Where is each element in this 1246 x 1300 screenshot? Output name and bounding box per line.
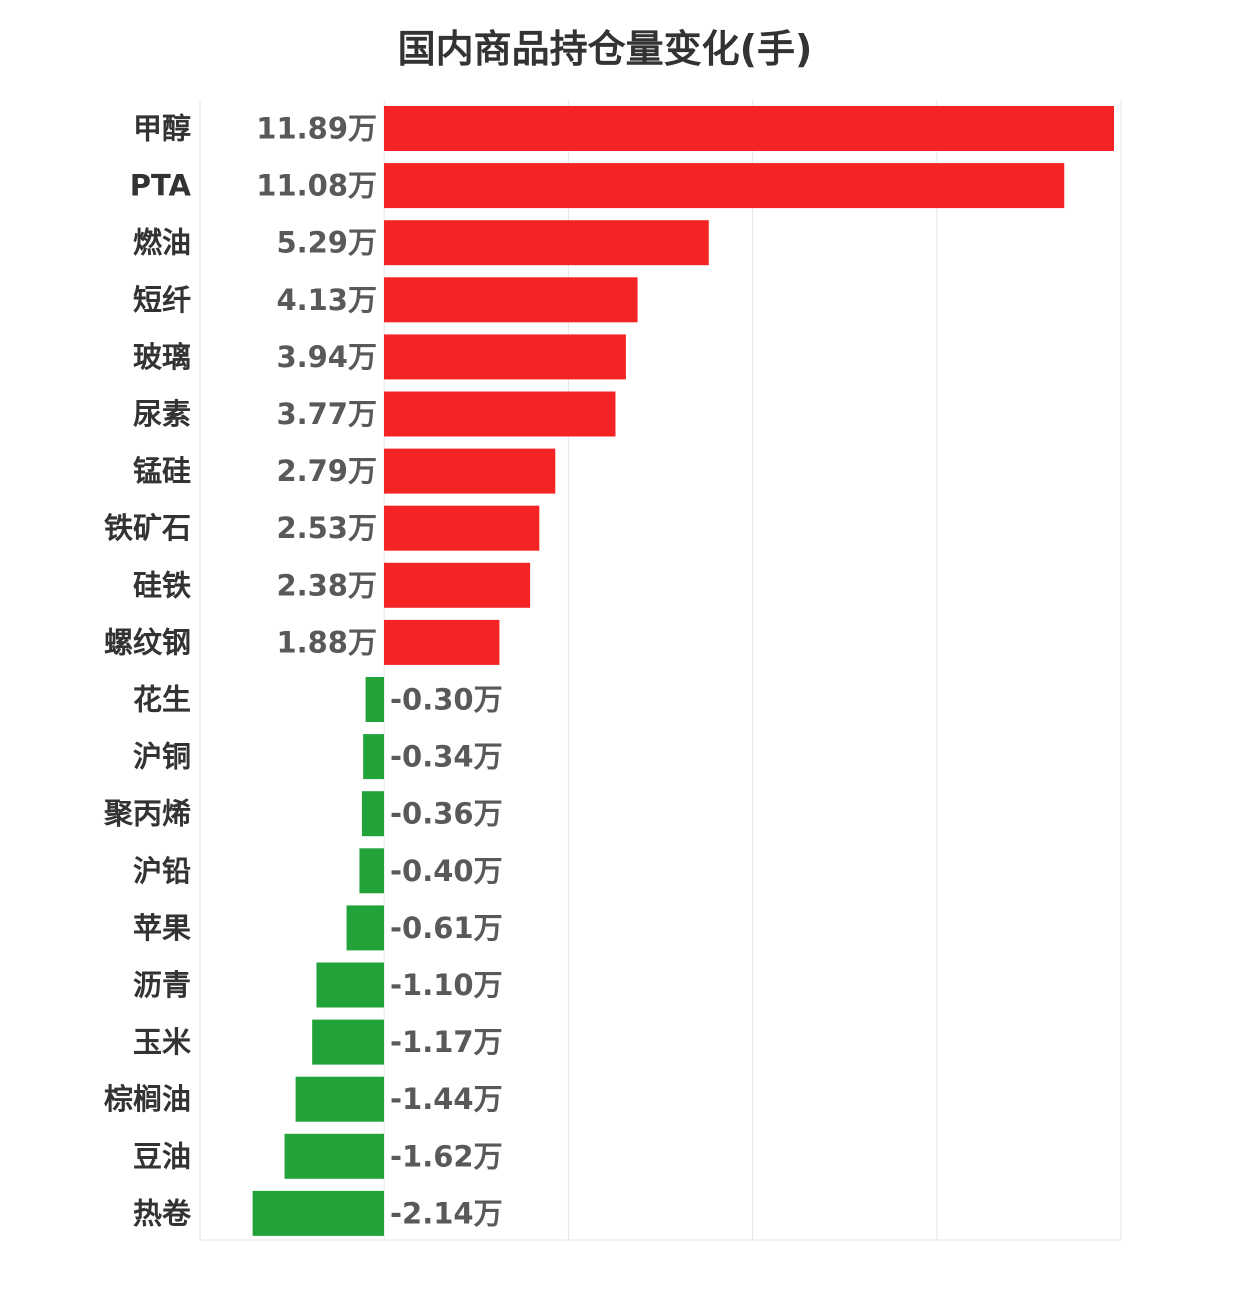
bar bbox=[384, 277, 638, 323]
bar bbox=[384, 505, 540, 551]
bar bbox=[252, 1190, 384, 1236]
bar bbox=[384, 619, 500, 665]
data-label: -1.44万 bbox=[390, 1082, 503, 1116]
bar bbox=[359, 848, 384, 894]
data-label: 2.79万 bbox=[276, 454, 377, 488]
bar bbox=[384, 448, 556, 494]
category-label: 玻璃 bbox=[133, 340, 191, 374]
category-label: 锰硅 bbox=[133, 454, 191, 488]
category-label: 花生 bbox=[133, 683, 191, 717]
data-label: -0.30万 bbox=[390, 683, 503, 717]
data-label: 3.94万 bbox=[276, 340, 377, 374]
bar bbox=[363, 734, 384, 780]
data-label: -2.14万 bbox=[390, 1196, 503, 1230]
category-label: 短纤 bbox=[133, 283, 191, 317]
data-label: -0.61万 bbox=[390, 911, 503, 945]
bar bbox=[384, 391, 616, 437]
bar bbox=[384, 562, 531, 608]
data-label: -1.10万 bbox=[390, 968, 503, 1002]
data-label: 1.88万 bbox=[276, 625, 377, 659]
category-label: 棕榈油 bbox=[104, 1082, 191, 1116]
bar bbox=[346, 905, 384, 951]
data-label: 2.53万 bbox=[276, 511, 377, 545]
category-label: 螺纹钢 bbox=[104, 625, 191, 659]
bar bbox=[384, 163, 1065, 209]
category-label: 沪铜 bbox=[133, 740, 191, 774]
category-label: 燃油 bbox=[133, 226, 191, 260]
data-label: 11.08万 bbox=[256, 169, 377, 203]
data-label: 5.29万 bbox=[276, 226, 377, 260]
category-label: 甲醇 bbox=[133, 112, 191, 146]
bar bbox=[361, 791, 384, 837]
bar bbox=[295, 1076, 384, 1122]
category-label: 沪铅 bbox=[133, 854, 191, 888]
category-label: PTA bbox=[130, 169, 192, 203]
bar bbox=[384, 220, 709, 266]
data-label: -0.40万 bbox=[390, 854, 503, 888]
data-label: -1.17万 bbox=[390, 1025, 503, 1059]
data-label: 2.38万 bbox=[276, 568, 377, 602]
data-label: 11.89万 bbox=[256, 112, 377, 146]
bar bbox=[284, 1133, 384, 1179]
bar bbox=[312, 1019, 384, 1065]
category-label: 热卷 bbox=[133, 1196, 192, 1230]
category-label: 硅铁 bbox=[133, 568, 191, 602]
category-label: 苹果 bbox=[133, 911, 191, 945]
category-label: 沥青 bbox=[133, 968, 191, 1002]
category-label: 聚丙烯 bbox=[103, 797, 191, 831]
category-label: 豆油 bbox=[133, 1139, 191, 1173]
bar bbox=[365, 677, 384, 722]
data-label: 4.13万 bbox=[276, 283, 377, 317]
bar bbox=[384, 106, 1114, 151]
chart-title: 国内商品持仓量变化(手) bbox=[397, 27, 813, 71]
bar bbox=[384, 334, 626, 380]
data-label: 3.77万 bbox=[276, 397, 377, 431]
category-label: 铁矿石 bbox=[104, 511, 191, 545]
category-label: 尿素 bbox=[133, 397, 191, 431]
category-label: 玉米 bbox=[133, 1025, 191, 1059]
data-label: -1.62万 bbox=[390, 1139, 503, 1173]
bar bbox=[316, 962, 384, 1008]
data-label: -0.34万 bbox=[390, 740, 503, 774]
data-label: -0.36万 bbox=[390, 797, 503, 831]
